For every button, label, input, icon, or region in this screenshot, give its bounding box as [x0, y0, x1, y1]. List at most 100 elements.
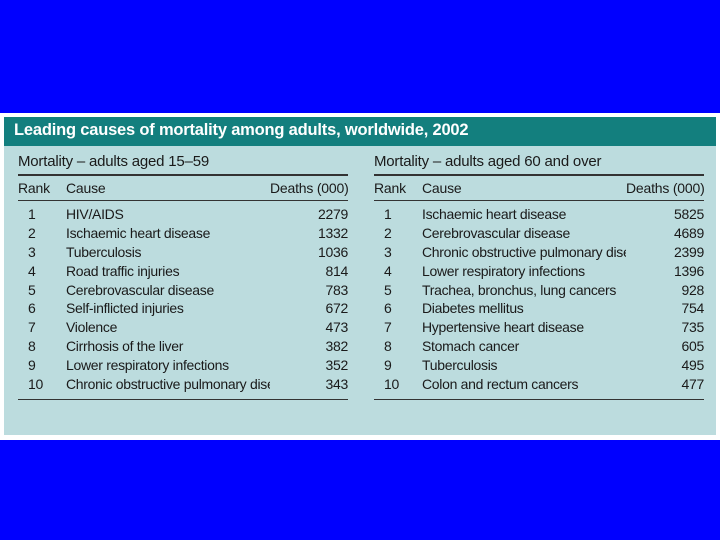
rank-cell: 9: [28, 356, 36, 373]
cause-cell: Lower respiratory infections: [66, 356, 229, 373]
rank-cell: 1: [384, 206, 392, 223]
rank-cell: 1: [28, 206, 36, 223]
cause-cell: HIV/AIDS: [66, 206, 124, 223]
table-row: 10 Colon and rectum cancers 477: [374, 374, 704, 393]
cause-cell: Diabetes mellitus: [422, 300, 524, 317]
rank-header: Rank: [374, 180, 406, 196]
left-table-header-rule: [18, 200, 348, 201]
deaths-cell: 783: [325, 281, 349, 298]
deaths-cell: 495: [681, 356, 705, 373]
rank-cell: 6: [28, 300, 36, 317]
deaths-cell: 382: [325, 337, 349, 354]
cause-cell: Hypertensive heart disease: [422, 319, 584, 336]
deaths-cell: 754: [681, 300, 705, 317]
rank-cell: 2: [28, 225, 36, 242]
deaths-cell: 672: [325, 300, 349, 317]
right-table: Mortality – adults aged 60 and over Rank…: [374, 150, 705, 400]
rank-cell: 5: [384, 281, 392, 298]
rank-cell: 7: [384, 319, 392, 336]
rank-cell: 3: [384, 243, 392, 260]
table-row: 6 Self-inflicted injuries 672: [18, 299, 348, 318]
deaths-cell: 735: [681, 319, 705, 336]
deaths-cell: 352: [325, 356, 349, 373]
rank-cell: 6: [384, 300, 392, 317]
cause-cell: Road traffic injuries: [66, 262, 180, 279]
table-row: 4 Lower respiratory infections 1396: [374, 261, 704, 280]
table-row: 5 Cerebrovascular disease 783: [18, 280, 348, 299]
rank-cell: 4: [28, 262, 36, 279]
table-row: 4 Road traffic injuries 814: [18, 261, 348, 280]
table-row: 3 Tuberculosis 1036: [18, 243, 348, 262]
cause-cell: Cerebrovascular disease: [66, 281, 214, 298]
cause-cell: Tuberculosis: [66, 243, 142, 260]
cause-cell: Stomach cancer: [422, 337, 519, 354]
deaths-cell: 605: [681, 337, 705, 354]
rank-cell: 8: [384, 337, 392, 354]
cause-cell: Ischaemic heart disease: [422, 206, 567, 223]
rank-cell: 9: [384, 356, 392, 373]
right-table-header: Rank Cause Deaths (000): [374, 176, 705, 200]
deaths-header: Deaths (000): [270, 180, 349, 196]
cause-cell: Violence: [66, 319, 118, 336]
deaths-cell: 1396: [674, 262, 704, 279]
rank-header: Rank: [18, 180, 50, 196]
deaths-cell: 1332: [318, 225, 348, 242]
right-table-header-rule: [374, 200, 704, 201]
right-table-bottom-rule: [374, 398, 704, 400]
cause-cell: Self-inflicted injuries: [66, 300, 184, 317]
left-table-top-rule: [18, 174, 348, 176]
deaths-cell: 473: [325, 319, 349, 336]
rank-cell: 3: [28, 243, 36, 260]
deaths-cell: 477: [681, 375, 705, 392]
table-row: 2 Ischaemic heart disease 1332: [18, 224, 348, 243]
left-table-header: Rank Cause Deaths (000): [18, 176, 349, 200]
table-row: 1 Ischaemic heart disease 5825: [374, 205, 704, 224]
table-row: 2 Cerebrovascular disease 4689: [374, 224, 704, 243]
deaths-header: Deaths (000): [626, 180, 705, 196]
table-panel: [4, 117, 716, 435]
table-row: 5 Trachea, bronchus, lung cancers 928: [374, 280, 704, 299]
cause-header: Cause: [66, 180, 106, 196]
rank-cell: 2: [384, 225, 392, 242]
cause-cell: Colon and rectum cancers: [422, 375, 579, 392]
cause-cell: Ischaemic heart disease: [66, 225, 211, 242]
rank-cell: 10: [384, 375, 399, 392]
table-row: 1 HIV/AIDS 2279: [18, 205, 348, 224]
table-row: 10 Chronic obstructive pulmonary disease…: [18, 374, 348, 393]
left-table-bottom-rule: [18, 398, 348, 400]
rank-cell: 8: [28, 337, 36, 354]
deaths-cell: 5825: [674, 206, 704, 223]
cause-cell: Cirrhosis of the liver: [66, 337, 184, 354]
cause-cell: Cerebrovascular disease: [422, 225, 570, 242]
deaths-cell: 814: [325, 262, 349, 279]
deaths-cell: 343: [325, 375, 349, 392]
table-row: 9 Lower respiratory infections 352: [18, 355, 348, 374]
table-row: 7 Violence 473: [18, 318, 348, 337]
right-table-body: 1 Ischaemic heart disease 5825 2 Cerebro…: [374, 201, 704, 399]
cause-cell: Chronic obstructive pulmonary disease: [422, 243, 626, 260]
deaths-cell: 928: [681, 281, 705, 298]
page-title: Leading causes of mortality among adults…: [14, 121, 469, 139]
cause-cell: Trachea, bronchus, lung cancers: [422, 281, 617, 298]
left-table-title: Mortality – adults aged 15–59: [18, 153, 209, 170]
cause-cell: Tuberculosis: [422, 356, 498, 373]
cause-cell: Chronic obstructive pulmonary disease: [66, 375, 270, 392]
left-table: Mortality – adults aged 15–59 Rank Cause…: [18, 150, 349, 400]
deaths-cell: 4689: [674, 225, 704, 242]
table-row: 7 Hypertensive heart disease 735: [374, 318, 704, 337]
rank-cell: 4: [384, 262, 392, 279]
table-row: 6 Diabetes mellitus 754: [374, 299, 704, 318]
rank-cell: 10: [28, 375, 43, 392]
cause-cell: Lower respiratory infections: [422, 262, 585, 279]
table-row: 9 Tuberculosis 495: [374, 355, 704, 374]
table-row: 8 Cirrhosis of the liver 382: [18, 337, 348, 356]
right-table-top-rule: [374, 174, 704, 176]
left-table-body: 1 HIV/AIDS 2279 2 Ischaemic heart diseas…: [18, 201, 348, 399]
title-bar: [4, 117, 716, 146]
right-table-title: Mortality – adults aged 60 and over: [374, 153, 602, 170]
rank-cell: 5: [28, 281, 36, 298]
table-row: 3 Chronic obstructive pulmonary disease …: [374, 243, 704, 262]
deaths-cell: 2279: [318, 206, 348, 223]
rank-cell: 7: [28, 319, 36, 336]
table-row: 8 Stomach cancer 605: [374, 337, 704, 356]
